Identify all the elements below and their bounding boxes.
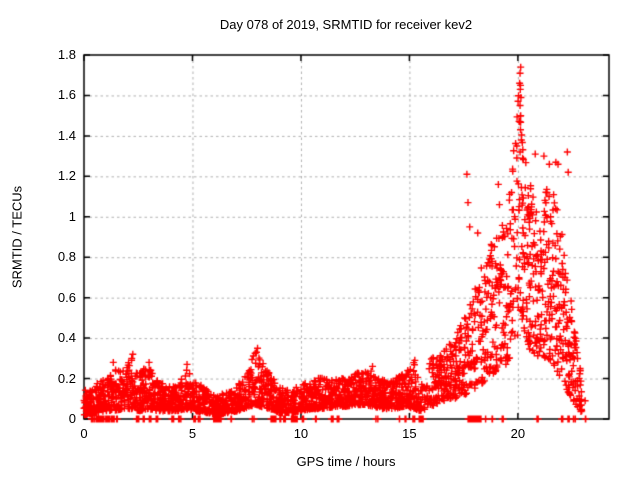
y-tick-label: 0.6 <box>57 289 76 305</box>
x-tick-label: 15 <box>402 426 417 441</box>
chart-title: Day 078 of 2019, SRMTID for receiver kev… <box>219 17 473 32</box>
y-tick-label: 1.4 <box>57 127 76 143</box>
y-tick-label: 0.8 <box>57 249 76 265</box>
x-tick-label: 0 <box>80 426 88 441</box>
x-tick-label: 20 <box>510 426 526 441</box>
y-tick-label: 1.6 <box>57 87 76 103</box>
y-tick-label: 0.2 <box>57 370 76 386</box>
y-tick-label: 0 <box>68 411 76 426</box>
x-axis-label: GPS time / hours <box>296 454 396 469</box>
y-tick-label: 1 <box>68 208 76 224</box>
y-tick-label: 1.8 <box>57 47 76 62</box>
y-axis-label: SRMTID / TECUs <box>9 185 25 289</box>
x-tick-label: 10 <box>293 426 309 441</box>
x-tick-label: 5 <box>188 426 197 441</box>
y-tick-label: 0.4 <box>57 330 76 346</box>
y-tick-label: 1.2 <box>57 168 76 184</box>
